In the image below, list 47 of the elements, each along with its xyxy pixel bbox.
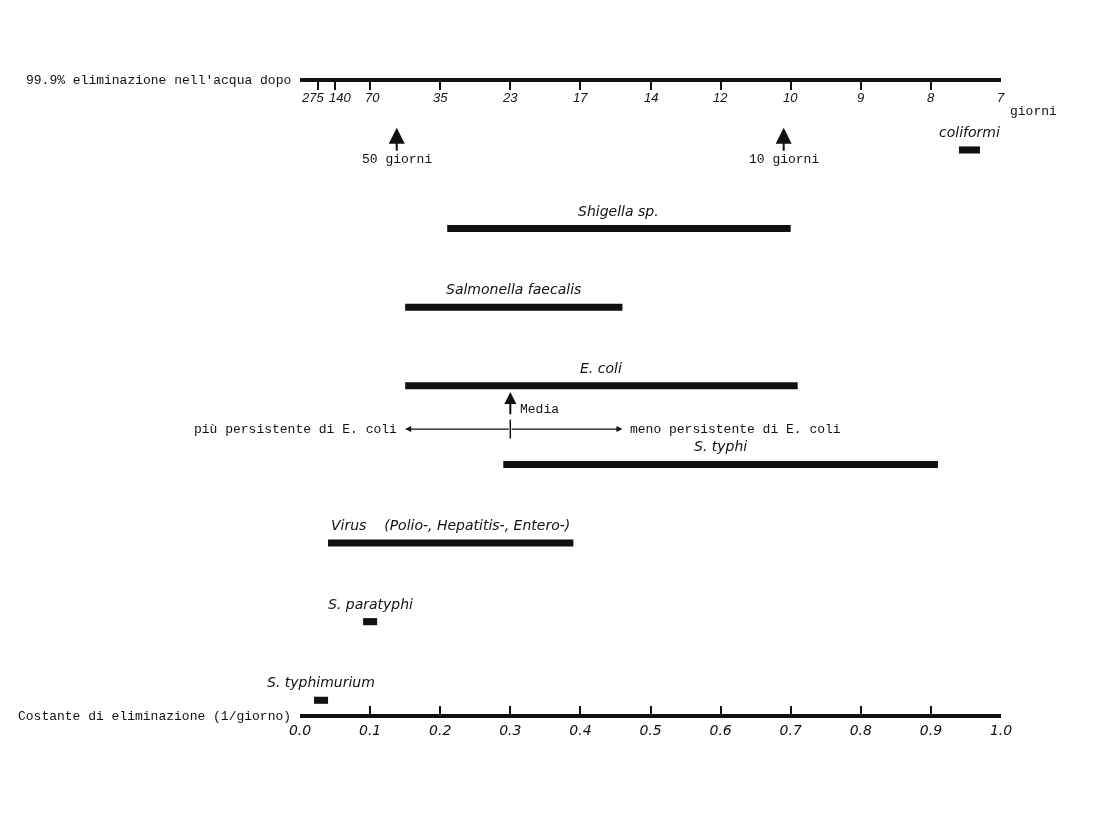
annotation: S. typhi: [694, 438, 748, 454]
annotation: meno persistente di E. coli: [630, 422, 841, 437]
x-tick-label: 0.1: [358, 721, 382, 738]
bar: [314, 696, 329, 704]
annotation: Salmonella faecalis: [446, 281, 582, 297]
bar: [328, 539, 574, 547]
annotation: 10 giorni: [749, 152, 820, 167]
ref-line-label: Media: [520, 402, 560, 417]
annotation: coliformi: [939, 124, 1000, 140]
text: 14: [644, 90, 659, 105]
x-tick-label: 0.3: [499, 721, 522, 738]
text: giorni: [1010, 104, 1058, 119]
text: 9: [857, 90, 865, 105]
text: 99.9% eliminazione nell'acqua dopo: [26, 73, 292, 88]
text: 35: [433, 90, 449, 105]
bar: [958, 146, 980, 154]
text: 17: [573, 90, 589, 105]
x-tick-label: 0.7: [779, 721, 802, 738]
annotation: Shigella sp.: [578, 203, 659, 219]
bar: [405, 303, 623, 311]
x-tick-label: 0.0: [288, 721, 312, 738]
x-tick-label: 1.0: [989, 721, 1013, 738]
text: 8: [927, 90, 935, 105]
x-tick-label: 0.4: [569, 721, 592, 738]
x-tick-label: 0.8: [849, 721, 873, 738]
annotation: più persistente di E. coli: [194, 422, 398, 437]
annotation: S. paratyphi: [328, 596, 414, 612]
text: 10: [783, 90, 799, 105]
text: 23: [502, 90, 519, 105]
x-axis-title: Costante di eliminazione (1/giorno): [18, 709, 292, 724]
text: 140: [329, 90, 352, 105]
x-tick-label: 0.9: [919, 721, 943, 738]
bar: [447, 225, 791, 233]
bar: [405, 382, 798, 390]
bar: [363, 618, 378, 626]
annotation: 50 giorni: [362, 152, 433, 167]
text: 7: [997, 90, 1005, 105]
x-tick-label: 0.5: [639, 721, 662, 738]
annotation: E. coli: [580, 360, 622, 376]
annotation: Virus (Polio-, Hepatitis-, Entero-): [331, 517, 571, 533]
text: 70: [365, 90, 381, 105]
x-tick-label: 0.2: [429, 721, 452, 738]
x-tick-label: 0.6: [709, 721, 732, 738]
text: 12: [713, 90, 729, 105]
text: 275: [301, 90, 325, 105]
annotation: S. typhimurium: [267, 674, 375, 690]
bar: [503, 460, 938, 468]
